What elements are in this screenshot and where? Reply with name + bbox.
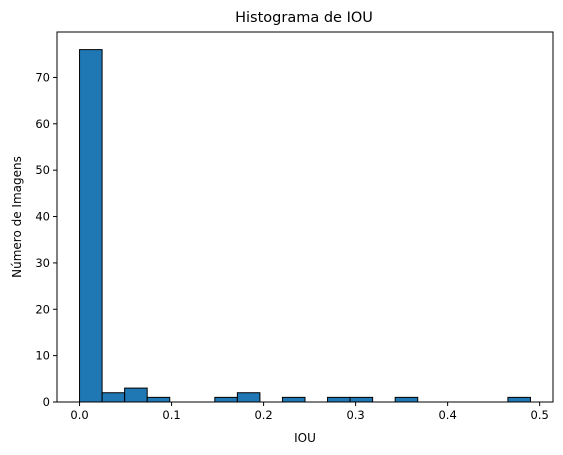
histogram-bar <box>214 396 238 403</box>
y-tick-label: 60 <box>35 117 50 131</box>
x-axis-ticks: 0.0 0.1 0.2 0.3 0.4 0.5 <box>70 402 549 422</box>
x-tick-label: 0.4 <box>438 408 456 422</box>
x-tick-label: 0.3 <box>346 408 364 422</box>
x-tick-label: 0.2 <box>254 408 272 422</box>
y-tick-label: 50 <box>35 163 50 177</box>
histogram-bars <box>79 49 531 403</box>
y-tick-label: 70 <box>35 70 50 84</box>
histogram-bar <box>101 392 126 403</box>
histogram-bar <box>281 396 306 403</box>
histogram-bar <box>236 392 261 403</box>
chart-title: Histograma de IOU <box>235 10 373 26</box>
plot-frame <box>56 31 554 403</box>
y-axis-ticks: 0 10 20 30 40 50 60 70 <box>35 70 57 409</box>
y-tick-label: 0 <box>43 395 50 409</box>
x-axis-label: IOU <box>294 431 316 445</box>
x-tick-label: 0.1 <box>162 408 180 422</box>
histogram-bar <box>327 396 351 403</box>
y-tick-label: 40 <box>35 210 50 224</box>
histogram-bar <box>79 49 103 403</box>
y-tick-label: 30 <box>35 256 50 270</box>
y-tick-label: 20 <box>35 302 50 316</box>
histogram-bar <box>349 396 374 403</box>
histogram-bar <box>394 396 419 403</box>
histogram-bar <box>507 396 531 403</box>
x-tick-label: 0.5 <box>531 408 549 422</box>
y-axis-label: Número de Imagens <box>10 156 24 278</box>
y-tick-label: 10 <box>35 349 50 363</box>
histogram-bar <box>146 396 171 403</box>
x-tick-label: 0.0 <box>70 408 88 422</box>
histogram-bar <box>124 387 148 403</box>
